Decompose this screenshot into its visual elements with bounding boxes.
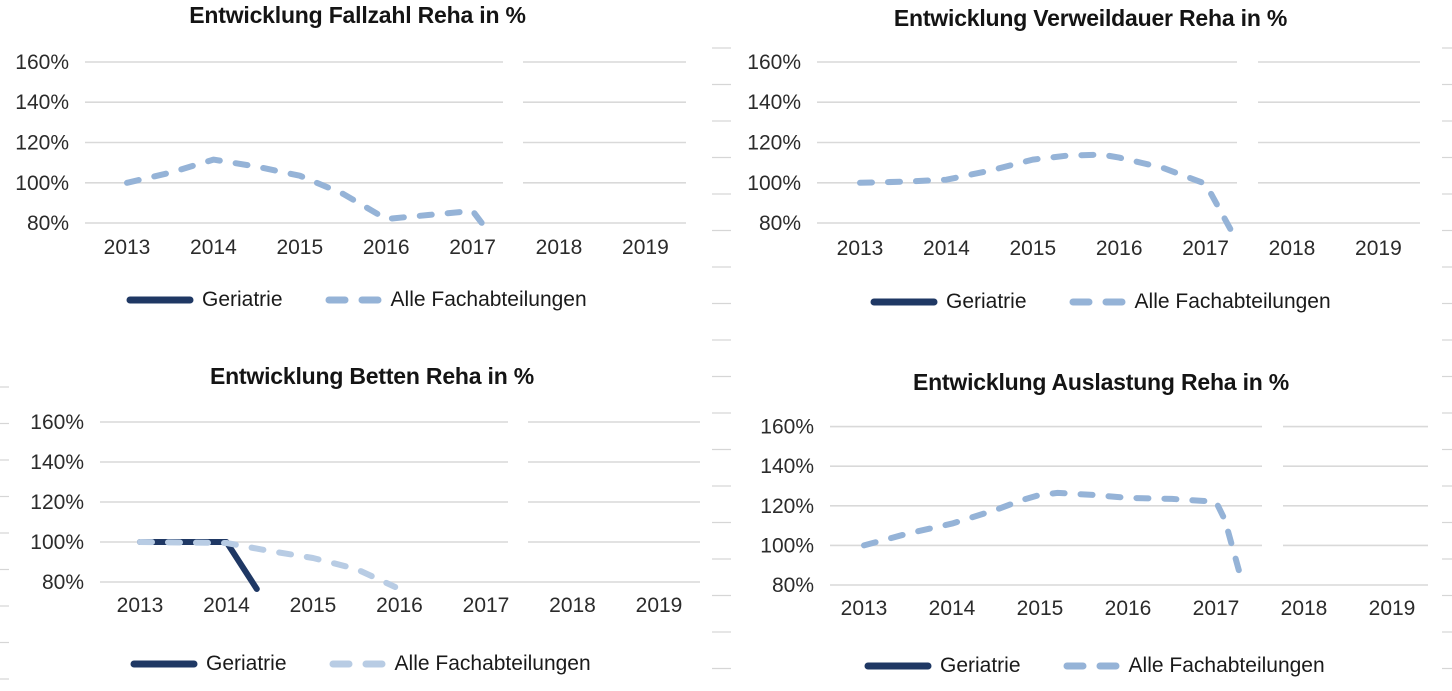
svg-text:100%: 100%	[15, 172, 69, 195]
legend-solid-line-sample	[870, 298, 938, 306]
svg-text:2016: 2016	[1105, 597, 1152, 620]
chart-legend: Geriatrie Alle Fachabteilungen	[126, 288, 587, 312]
svg-text:100%: 100%	[760, 534, 814, 557]
chart-title: Entwicklung Auslastung Reha in %	[912, 369, 1290, 395]
svg-text:2014: 2014	[203, 594, 250, 617]
svg-text:2018: 2018	[1269, 237, 1316, 260]
chart-plot-area: 160% 140% 120% 100% 80% 2013 2014 2015 2016 2017 2…	[747, 51, 1420, 260]
svg-text:140%: 140%	[760, 455, 814, 478]
chart-legend: Geriatrie Alle Fachabteilungen	[864, 654, 1325, 678]
svg-text:2015: 2015	[1017, 597, 1064, 620]
svg-text:160%: 160%	[15, 51, 69, 74]
svg-text:2019: 2019	[1369, 597, 1416, 620]
legend-dashed-line-sample	[329, 660, 387, 668]
svg-text:2013: 2013	[837, 237, 884, 260]
svg-text:160%: 160%	[30, 411, 84, 434]
svg-text:2014: 2014	[190, 236, 237, 259]
chart-title: Entwicklung Verweildauer Reha in %	[893, 5, 1288, 31]
legend-dashed-line-sample	[325, 296, 383, 304]
svg-text:2019: 2019	[622, 236, 669, 259]
chart-plot-area: 160% 140% 120% 100% 80% 2013 2014 2015 2016 2017 2…	[760, 416, 1428, 620]
legend-label-geriatrie: Geriatrie	[206, 652, 287, 675]
svg-text:2015: 2015	[290, 594, 337, 617]
svg-text:160%: 160%	[760, 416, 814, 439]
svg-text:80%: 80%	[759, 212, 801, 235]
chart-panel-betten: Entwicklung Betten Reha in % 160% 140% 120…	[0, 345, 726, 691]
svg-text:140%: 140%	[30, 451, 84, 474]
svg-text:2018: 2018	[536, 236, 583, 259]
legend-solid-line-sample	[126, 296, 194, 304]
svg-text:2015: 2015	[276, 236, 323, 259]
chart-plot-area: 160% 140% 120% 100% 80% 2013 2014 2015 2016 2017 2…	[30, 411, 700, 617]
chart-title: Entwicklung Fallzahl Reha in %	[189, 2, 526, 28]
svg-text:2017: 2017	[1182, 237, 1229, 260]
svg-text:2017: 2017	[449, 236, 496, 259]
svg-text:2019: 2019	[1355, 237, 1402, 260]
legend-label-alle-fachabteilungen: Alle Fachabteilungen	[390, 288, 587, 311]
svg-text:80%: 80%	[42, 571, 84, 594]
svg-text:140%: 140%	[747, 91, 801, 114]
svg-text:2013: 2013	[117, 594, 164, 617]
svg-text:2014: 2014	[929, 597, 976, 620]
svg-text:100%: 100%	[30, 531, 84, 554]
svg-text:2017: 2017	[463, 594, 510, 617]
svg-text:120%: 120%	[760, 495, 814, 518]
svg-text:100%: 100%	[747, 172, 801, 195]
svg-text:80%: 80%	[27, 212, 69, 235]
legend-label-alle-fachabteilungen: Alle Fachabteilungen	[1134, 290, 1331, 313]
legend-label-geriatrie: Geriatrie	[946, 290, 1027, 313]
legend-solid-line-sample	[864, 662, 932, 670]
svg-text:2018: 2018	[549, 594, 596, 617]
svg-text:2018: 2018	[1281, 597, 1328, 620]
chart-plot-area: 160% 140% 120% 100% 80% 2013 2014 2015 2016 2017 2…	[15, 51, 686, 259]
svg-text:160%: 160%	[747, 51, 801, 74]
svg-text:2019: 2019	[636, 594, 683, 617]
legend-label-geriatrie: Geriatrie	[202, 288, 283, 311]
chart-legend: Geriatrie Alle Fachabteilungen	[130, 652, 591, 676]
chart-legend: Geriatrie Alle Fachabteilungen	[870, 290, 1331, 314]
svg-text:80%: 80%	[772, 574, 814, 597]
svg-text:120%: 120%	[15, 132, 69, 155]
legend-solid-line-sample	[130, 660, 198, 668]
svg-text:2014: 2014	[923, 237, 970, 260]
legend-dashed-line-sample	[1069, 298, 1127, 306]
svg-text:120%: 120%	[30, 491, 84, 514]
svg-text:2013: 2013	[841, 597, 888, 620]
svg-text:140%: 140%	[15, 91, 69, 114]
chart-title: Entwicklung Betten Reha in %	[209, 363, 535, 389]
svg-text:2017: 2017	[1193, 597, 1240, 620]
legend-label-geriatrie: Geriatrie	[940, 654, 1021, 677]
svg-text:2016: 2016	[363, 236, 410, 259]
svg-text:2015: 2015	[1009, 237, 1056, 260]
legend-label-alle-fachabteilungen: Alle Fachabteilungen	[1128, 654, 1325, 677]
svg-text:2016: 2016	[376, 594, 423, 617]
legend-label-alle-fachabteilungen: Alle Fachabteilungen	[394, 652, 591, 675]
legend-dashed-line-sample	[1063, 662, 1121, 670]
svg-text:2013: 2013	[104, 236, 151, 259]
svg-text:120%: 120%	[747, 132, 801, 155]
chart-panel-verweildauer: Entwicklung Verweildauer Reha in % 160% 1…	[726, 0, 1452, 346]
chart-panel-auslastung: Entwicklung Auslastung Reha in % 160% 140…	[726, 345, 1452, 691]
svg-text:2016: 2016	[1096, 237, 1143, 260]
chart-panel-fallzahl: Entwicklung Fallzahl Reha in % 160% 140% 1…	[0, 0, 726, 346]
